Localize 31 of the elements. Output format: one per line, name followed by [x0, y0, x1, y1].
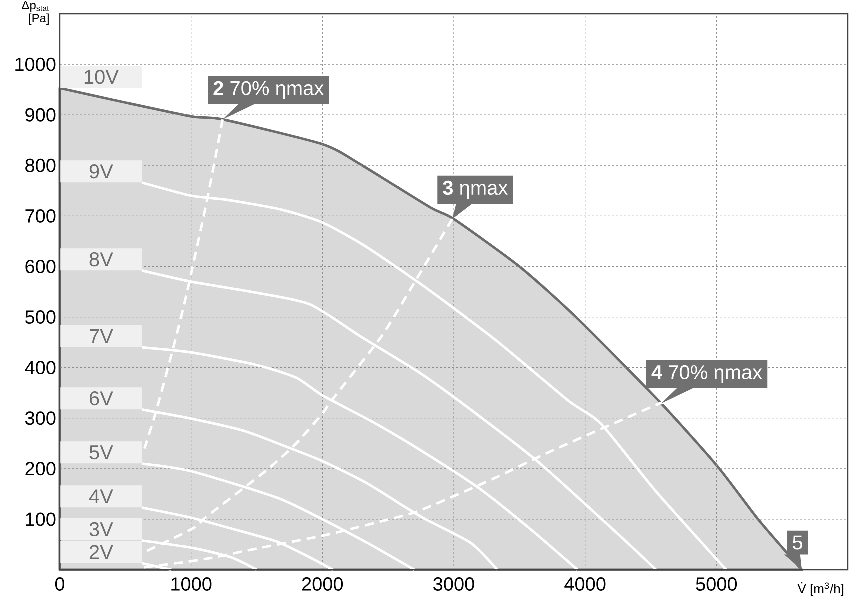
y-tick-label: 100 — [26, 512, 56, 526]
x-axis-title: V̇ [m$^{3}$/h] — [798, 582, 844, 596]
y-tick-label: 700 — [26, 209, 56, 223]
x-tick-label: 5000 — [696, 578, 738, 591]
y-tick-label: 300 — [25, 412, 56, 426]
series-label: 5V — [90, 446, 114, 460]
y-tick-label: 600 — [26, 260, 56, 274]
legend-label: 3V — [90, 522, 114, 537]
annotation: 5 — [793, 536, 803, 550]
x-tick-label: 1000 — [172, 578, 212, 591]
y-tick-label: 400 — [25, 361, 56, 375]
x-tick-label: 3000 — [434, 578, 474, 591]
x-tick-label: 2000 — [302, 578, 344, 591]
annotation: 2 70% ηmax — [214, 81, 324, 100]
series-label: 7V — [90, 330, 114, 344]
y-tick-label: 1000 — [16, 58, 56, 72]
x-tick-label: 0 — [55, 578, 65, 591]
y-tick-label: 900 — [26, 108, 56, 122]
annotation: 3 ηmax — [443, 180, 508, 200]
series-label: 9V — [90, 164, 114, 179]
series-label: 8V — [90, 252, 114, 267]
y-axis-title: Δp$_{stat}$ [Pa] — [22, 1, 50, 25]
legend-label: 2V — [90, 545, 114, 560]
series-label: 4V — [89, 490, 114, 504]
y-tick-label: 200 — [26, 462, 56, 476]
y-tick-label: 800 — [26, 158, 56, 172]
series-label: 6V — [90, 391, 114, 406]
series-label: 10V — [84, 70, 119, 84]
annotation: 4 70% ηmax — [652, 365, 762, 384]
x-tick-label: 4000 — [564, 578, 606, 591]
y-tick-label: 500 — [26, 310, 56, 324]
